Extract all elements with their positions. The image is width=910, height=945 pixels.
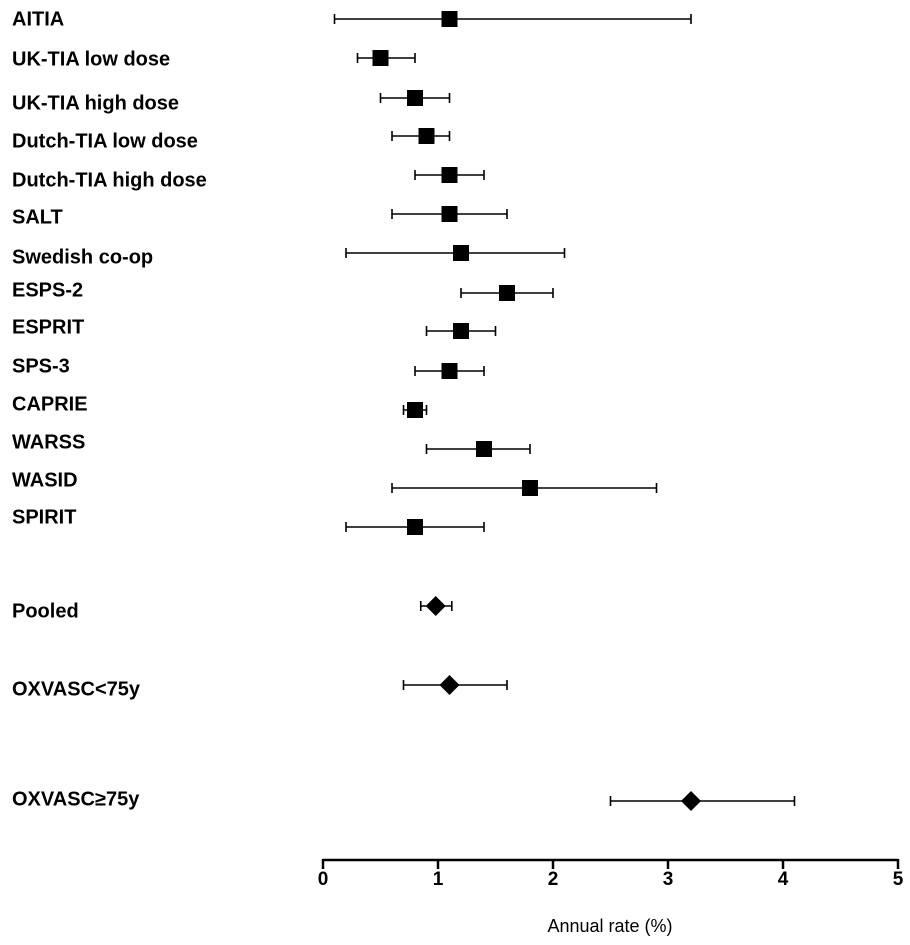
row-label: SPIRIT <box>12 506 76 528</box>
estimate-square <box>441 167 458 183</box>
x-tick-label: 1 <box>433 869 444 890</box>
row-label: Swedish co-op <box>12 246 153 268</box>
estimate-square <box>522 480 538 496</box>
estimate-square <box>476 441 492 457</box>
estimate-square <box>407 90 423 106</box>
x-axis-label: Annual rate (%) <box>547 916 672 936</box>
row-label: Dutch-TIA high dose <box>12 169 207 191</box>
row-label: SPS-3 <box>12 355 70 377</box>
estimate-square <box>441 206 458 222</box>
estimate-square <box>441 363 458 379</box>
row-label: CAPRIE <box>12 393 88 415</box>
row-label: Dutch-TIA low dose <box>12 130 198 152</box>
estimate-diamond <box>425 596 446 616</box>
estimate-square <box>453 323 469 339</box>
estimate-square <box>453 245 469 261</box>
estimate-diamond <box>439 675 460 695</box>
x-tick-label: 0 <box>318 869 329 890</box>
row-label: ESPS-2 <box>12 279 83 301</box>
x-tick-label: 2 <box>548 869 559 890</box>
x-tick-label: 3 <box>663 869 674 890</box>
row-label: OXVASC<75y <box>12 678 141 700</box>
row-label: AITIA <box>12 8 64 30</box>
estimate-square <box>499 285 515 301</box>
x-tick-label: 5 <box>893 869 904 890</box>
estimate-square <box>407 402 423 418</box>
estimate-square <box>418 128 435 144</box>
estimate-square <box>441 11 458 27</box>
x-tick-label: 4 <box>778 869 789 890</box>
row-label: UK-TIA high dose <box>12 92 179 114</box>
estimate-square <box>407 519 423 535</box>
row-label: ESPRIT <box>12 316 84 338</box>
row-label: Pooled <box>12 600 79 622</box>
estimate-square <box>372 50 389 66</box>
row-label: UK-TIA low dose <box>12 48 170 70</box>
row-label: WASID <box>12 469 78 491</box>
row-label: WARSS <box>12 431 85 453</box>
row-label: SALT <box>12 206 63 228</box>
row-label: OXVASC≥75y <box>12 788 140 810</box>
estimate-diamond <box>681 791 701 811</box>
